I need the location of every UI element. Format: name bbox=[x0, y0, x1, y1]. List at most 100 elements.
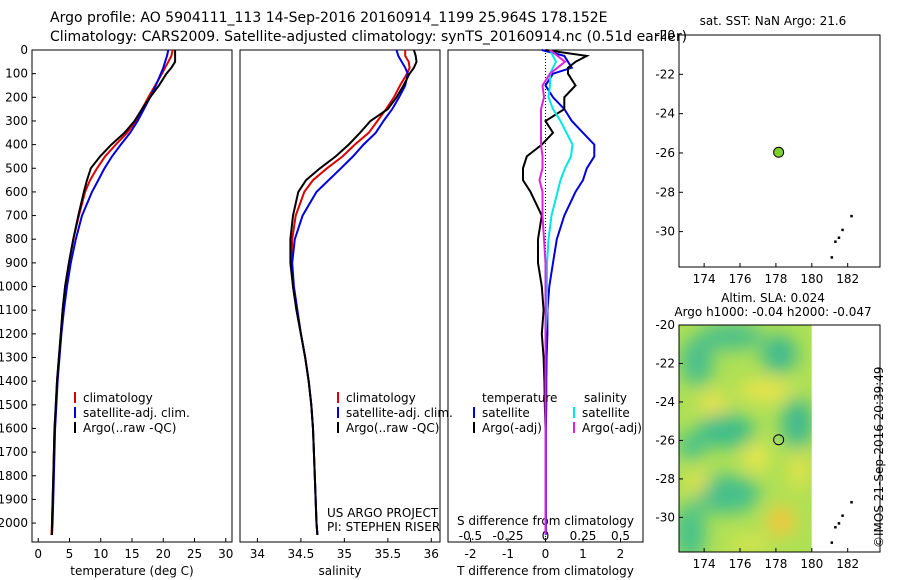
sla-blob bbox=[680, 336, 714, 387]
sst-map-panel: sat. SST: NaN Argo: 21.6 174 176 178 180 182 -… bbox=[655, 14, 881, 286]
y-tick-label: 1500 bbox=[0, 398, 28, 412]
s-diff-tick-label: -0.5 bbox=[459, 529, 482, 543]
temperature-legend-title: temperature bbox=[482, 391, 557, 405]
imos-credit: ©IMOS 21-Sep-2016 20:39:49 bbox=[872, 366, 886, 548]
island-mark bbox=[837, 522, 841, 525]
sla-blob bbox=[774, 513, 789, 529]
temperature-series-line bbox=[51, 49, 170, 535]
map-x-tick-label: 174 bbox=[693, 557, 716, 571]
map-frame bbox=[678, 34, 881, 268]
plot-frame bbox=[239, 49, 441, 543]
x-axis-label: temperature (deg C) bbox=[70, 564, 193, 578]
salinity-legend-title: salinity bbox=[584, 391, 627, 405]
island-mark bbox=[850, 500, 853, 504]
temperature-legend-label: climatology bbox=[83, 391, 153, 405]
s-diff-tick-label: 0.5 bbox=[611, 529, 630, 543]
t-diff-series-line bbox=[541, 49, 596, 535]
y-tick-label: 500 bbox=[5, 161, 28, 175]
climatology-title: Climatology: CARS2009. Satellite-adjuste… bbox=[50, 29, 688, 45]
map-y-tick-label: -28 bbox=[655, 185, 675, 199]
x-tick-label: 15 bbox=[124, 547, 139, 561]
s-diff-legend-label: Argo(-adj) bbox=[582, 421, 642, 435]
salinity-series-line bbox=[291, 49, 409, 535]
y-tick-label: 0 bbox=[20, 43, 28, 57]
salinity-series-line bbox=[289, 49, 418, 535]
y-tick-label: 1300 bbox=[0, 351, 28, 365]
map-y-tick-label: -30 bbox=[655, 510, 675, 524]
sla-blob bbox=[788, 451, 811, 491]
map-x-tick-label: 174 bbox=[693, 272, 716, 286]
profile-title: Argo profile: AO 5904111_113 14-Sep-2016… bbox=[50, 10, 608, 26]
island-mark bbox=[830, 256, 834, 259]
island-mark bbox=[841, 514, 844, 517]
island-mark bbox=[850, 214, 853, 218]
sst-map-title: sat. SST: NaN Argo: 21.6 bbox=[700, 14, 847, 28]
map-y-tick-label: -22 bbox=[655, 67, 675, 81]
temperature-panel: 0 5 10 15 20 25 30 temperature (deg C) 0 100 200 30… bbox=[0, 43, 233, 578]
x-tick-label: -1 bbox=[502, 547, 514, 561]
sla-blob bbox=[761, 334, 798, 374]
map-x-tick-label: 182 bbox=[836, 272, 859, 286]
sla-blob bbox=[686, 471, 708, 495]
sla-blob bbox=[738, 380, 793, 401]
x-tick-label: 5 bbox=[66, 547, 74, 561]
salinity-series-line bbox=[290, 50, 411, 535]
y-tick-label: 400 bbox=[5, 138, 28, 152]
y-tick-label: 1700 bbox=[0, 445, 28, 459]
sla-blobs bbox=[679, 325, 812, 552]
sla-blob bbox=[743, 444, 769, 472]
y-tick-label: 1600 bbox=[0, 421, 28, 435]
island-mark bbox=[834, 525, 837, 529]
x-tick-label: 25 bbox=[187, 547, 202, 561]
x-tick-label: -2 bbox=[465, 547, 477, 561]
y-tick-label: 300 bbox=[5, 114, 28, 128]
y-tick-label: 200 bbox=[5, 90, 28, 104]
y-tick-label: 100 bbox=[5, 67, 28, 81]
difference-panel: -2 -1 0 1 2 T difference from climatology -0.5… bbox=[447, 49, 644, 578]
project-credit: US ARGO PROJECT bbox=[327, 506, 439, 520]
s-diff-series-line bbox=[538, 49, 567, 535]
t-diff-series-line bbox=[522, 49, 591, 535]
argo-position-marker bbox=[773, 146, 785, 158]
x-tick-label: 10 bbox=[93, 547, 108, 561]
island-mark bbox=[834, 240, 837, 243]
s-diff-legend-label: satellite bbox=[582, 406, 630, 420]
sla-blob bbox=[679, 503, 706, 552]
island-mark bbox=[841, 228, 844, 232]
temperature-series-line bbox=[51, 50, 177, 535]
pi-credit: PI: STEPHEN RISER bbox=[327, 520, 441, 534]
temperature-legend-label: satellite-adj. clim. bbox=[83, 406, 190, 420]
map-y-tick-label: -22 bbox=[655, 356, 675, 370]
temperature-series-line bbox=[50, 49, 174, 535]
sla-field bbox=[679, 325, 812, 552]
t-diff-legend-label: Argo(-adj) bbox=[482, 421, 542, 435]
x-tick-label: 35.5 bbox=[374, 547, 401, 561]
x-tick-label: 36 bbox=[424, 547, 439, 561]
salinity-legend-label: climatology bbox=[346, 391, 416, 405]
sla-blob bbox=[691, 475, 760, 514]
salinity-legend-label: satellite-adj. clim. bbox=[346, 406, 453, 420]
x-tick-label: 34.5 bbox=[288, 547, 315, 561]
map-frame bbox=[678, 324, 881, 553]
map-y-tick-label: -20 bbox=[655, 28, 675, 42]
x-tick-label: 34 bbox=[250, 547, 265, 561]
t-diff-legend-label: satellite bbox=[482, 406, 530, 420]
island-mark bbox=[830, 541, 834, 544]
sla-map-title: Altim. SLA: 0.024 bbox=[721, 291, 825, 305]
x-axis-label: salinity bbox=[318, 564, 361, 578]
y-tick-label: 2000 bbox=[0, 516, 28, 530]
y-tick-label: 1100 bbox=[0, 303, 28, 317]
map-x-tick-label: 178 bbox=[764, 557, 787, 571]
x-tick-label: 35 bbox=[337, 547, 352, 561]
map-y-tick-label: -28 bbox=[655, 472, 675, 486]
x-tick-label: 0 bbox=[542, 547, 550, 561]
y-tick-label: 1400 bbox=[0, 374, 28, 388]
sla-blob bbox=[696, 413, 755, 449]
argo-position-marker bbox=[773, 434, 785, 446]
sla-blob bbox=[698, 325, 764, 351]
map-y-tick-label: -26 bbox=[655, 146, 675, 160]
salinity-panel: 34 34.5 35 35.5 36 salinity climatologysatelli… bbox=[239, 49, 453, 578]
map-x-tick-label: 180 bbox=[800, 272, 823, 286]
